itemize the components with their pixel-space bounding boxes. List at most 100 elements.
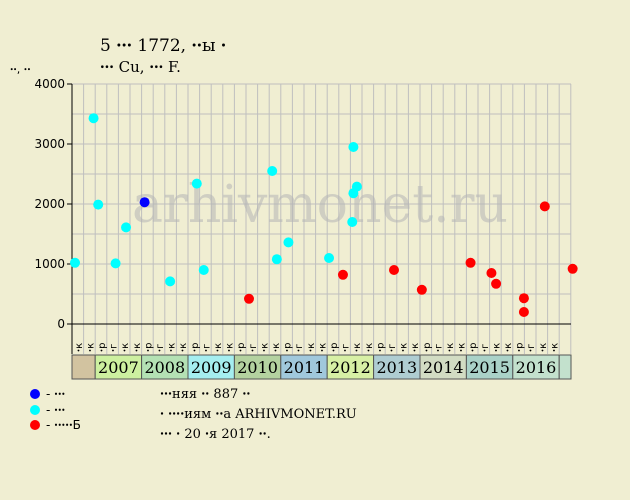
year-label: 2015	[469, 358, 510, 377]
year-band-cell	[419, 354, 467, 380]
column-label: ꞏг	[341, 344, 352, 352]
year-label: 2012	[330, 358, 371, 377]
column-label: ꞏр	[375, 343, 386, 352]
data-point	[337, 269, 348, 280]
year-label: 2013	[376, 358, 417, 377]
column-label: ꞏр	[236, 343, 247, 352]
y-axis-label: ꞏꞏ, ꞏꞏ	[10, 63, 31, 76]
year-band-cell	[187, 354, 235, 380]
data-point	[351, 181, 362, 192]
column-label: ꞏк	[132, 343, 143, 352]
column-label: ꞏк	[306, 343, 317, 352]
data-point	[165, 276, 176, 287]
data-point	[491, 278, 502, 289]
year-label: 2007	[98, 358, 139, 377]
column-label: ꞏк	[503, 343, 514, 352]
column-label: ꞏг	[109, 344, 120, 352]
data-point	[244, 293, 254, 304]
year-band-cell	[94, 354, 143, 380]
year-band-cell	[373, 354, 421, 380]
year-label: 2010	[237, 358, 278, 377]
column-label: ꞏр	[283, 343, 294, 352]
column-label: ꞏк	[364, 343, 375, 352]
column-label: ꞏр	[515, 343, 526, 352]
column-label: ꞏг	[294, 344, 305, 352]
column-label: ꞏр	[143, 343, 154, 352]
y-tick-label: 1000	[34, 257, 65, 271]
data-point	[518, 307, 529, 317]
column-label: ꞏк	[225, 343, 236, 352]
year-band-cell	[233, 354, 282, 380]
column-label: ꞏк	[491, 343, 502, 352]
data-point	[389, 265, 399, 275]
year-band-cell	[558, 354, 572, 380]
column-label: ꞏк	[213, 343, 224, 352]
legend-dot-cyan-icon	[30, 404, 40, 415]
data-point	[93, 199, 104, 210]
column-label: ꞏр	[97, 343, 108, 352]
data-point	[324, 253, 335, 263]
data-point	[198, 265, 209, 275]
legend-label: - ꞏꞏꞏꞏꞏБ	[46, 418, 81, 432]
data-point	[539, 201, 550, 212]
year-label: 2016	[516, 358, 557, 377]
data-point	[465, 257, 476, 268]
data-point	[88, 113, 99, 124]
column-label: ꞏк	[74, 343, 85, 352]
column-label: ꞏк	[445, 343, 456, 352]
data-point	[567, 263, 578, 274]
legend-item-xf: - ꞏꞏꞏꞏꞏБ	[30, 416, 81, 433]
data-point	[283, 237, 294, 248]
note-source: ꞏ ꞏꞏꞏꞏиям ꞏꞏа ARHIVMONET.RU	[160, 407, 357, 422]
watermark: arhivmonet.ru	[132, 175, 508, 235]
column-label: ꞏг	[526, 344, 537, 352]
column-label: ꞏк	[120, 343, 131, 352]
data-point	[518, 293, 529, 304]
legend-item-au: - ꞏꞏꞏ	[30, 401, 65, 418]
column-label: ꞏг	[480, 344, 491, 352]
column-label: ꞏг	[387, 344, 398, 352]
year-label: 2009	[191, 358, 232, 377]
column-label: ꞏк	[259, 343, 270, 352]
data-point	[191, 178, 202, 189]
year-label: 2011	[284, 358, 325, 377]
year-label: 2008	[144, 358, 185, 377]
column-label: ꞏр	[190, 343, 201, 352]
year-label: 2014	[423, 358, 464, 377]
data-point	[348, 142, 359, 152]
data-point	[110, 258, 121, 269]
column-label: ꞏк	[271, 343, 282, 352]
column-label: ꞏг	[155, 344, 166, 352]
y-tick-label: 3000	[34, 137, 65, 151]
data-point	[271, 254, 282, 265]
year-band-cell	[326, 354, 375, 380]
note-date: ꞏꞏꞏ ꞏ 20 ꞏя 2017 ꞏꞏ.	[160, 427, 271, 442]
legend-item-unc: - ꞏꞏꞏ	[30, 385, 65, 402]
column-label: ꞏр	[468, 343, 479, 352]
data-point	[139, 197, 150, 208]
y-tick-label: 4000	[34, 77, 65, 91]
y-tick-label: 0	[57, 317, 65, 331]
year-band-cell	[71, 354, 96, 380]
legend-label: - ꞏꞏꞏ	[46, 387, 66, 401]
data-point	[486, 268, 497, 278]
column-label: ꞏг	[201, 344, 212, 352]
chart-subtitle: ꞏꞏꞏ Cu, ꞏꞏꞏ F.	[100, 58, 181, 76]
legend-label: - ꞏꞏꞏ	[46, 403, 66, 417]
data-point	[121, 222, 132, 233]
year-band-cell	[141, 354, 189, 380]
legend-dot-red-icon	[30, 419, 40, 430]
column-label: ꞏр	[329, 343, 340, 352]
column-label: ꞏк	[538, 343, 549, 352]
data-point	[267, 166, 278, 176]
chart-title: 5 ꞏꞏꞏ 1772, ꞏꞏы ꞏ	[100, 36, 227, 56]
data-point	[347, 217, 358, 227]
column-label: ꞏг	[433, 344, 444, 352]
legend-dot-blue-icon	[30, 388, 40, 399]
year-band-cell	[465, 354, 514, 380]
column-label: ꞏк	[410, 343, 421, 352]
column-label: ꞏр	[422, 343, 433, 352]
column-label: ꞏк	[549, 343, 560, 352]
data-point	[416, 284, 427, 295]
